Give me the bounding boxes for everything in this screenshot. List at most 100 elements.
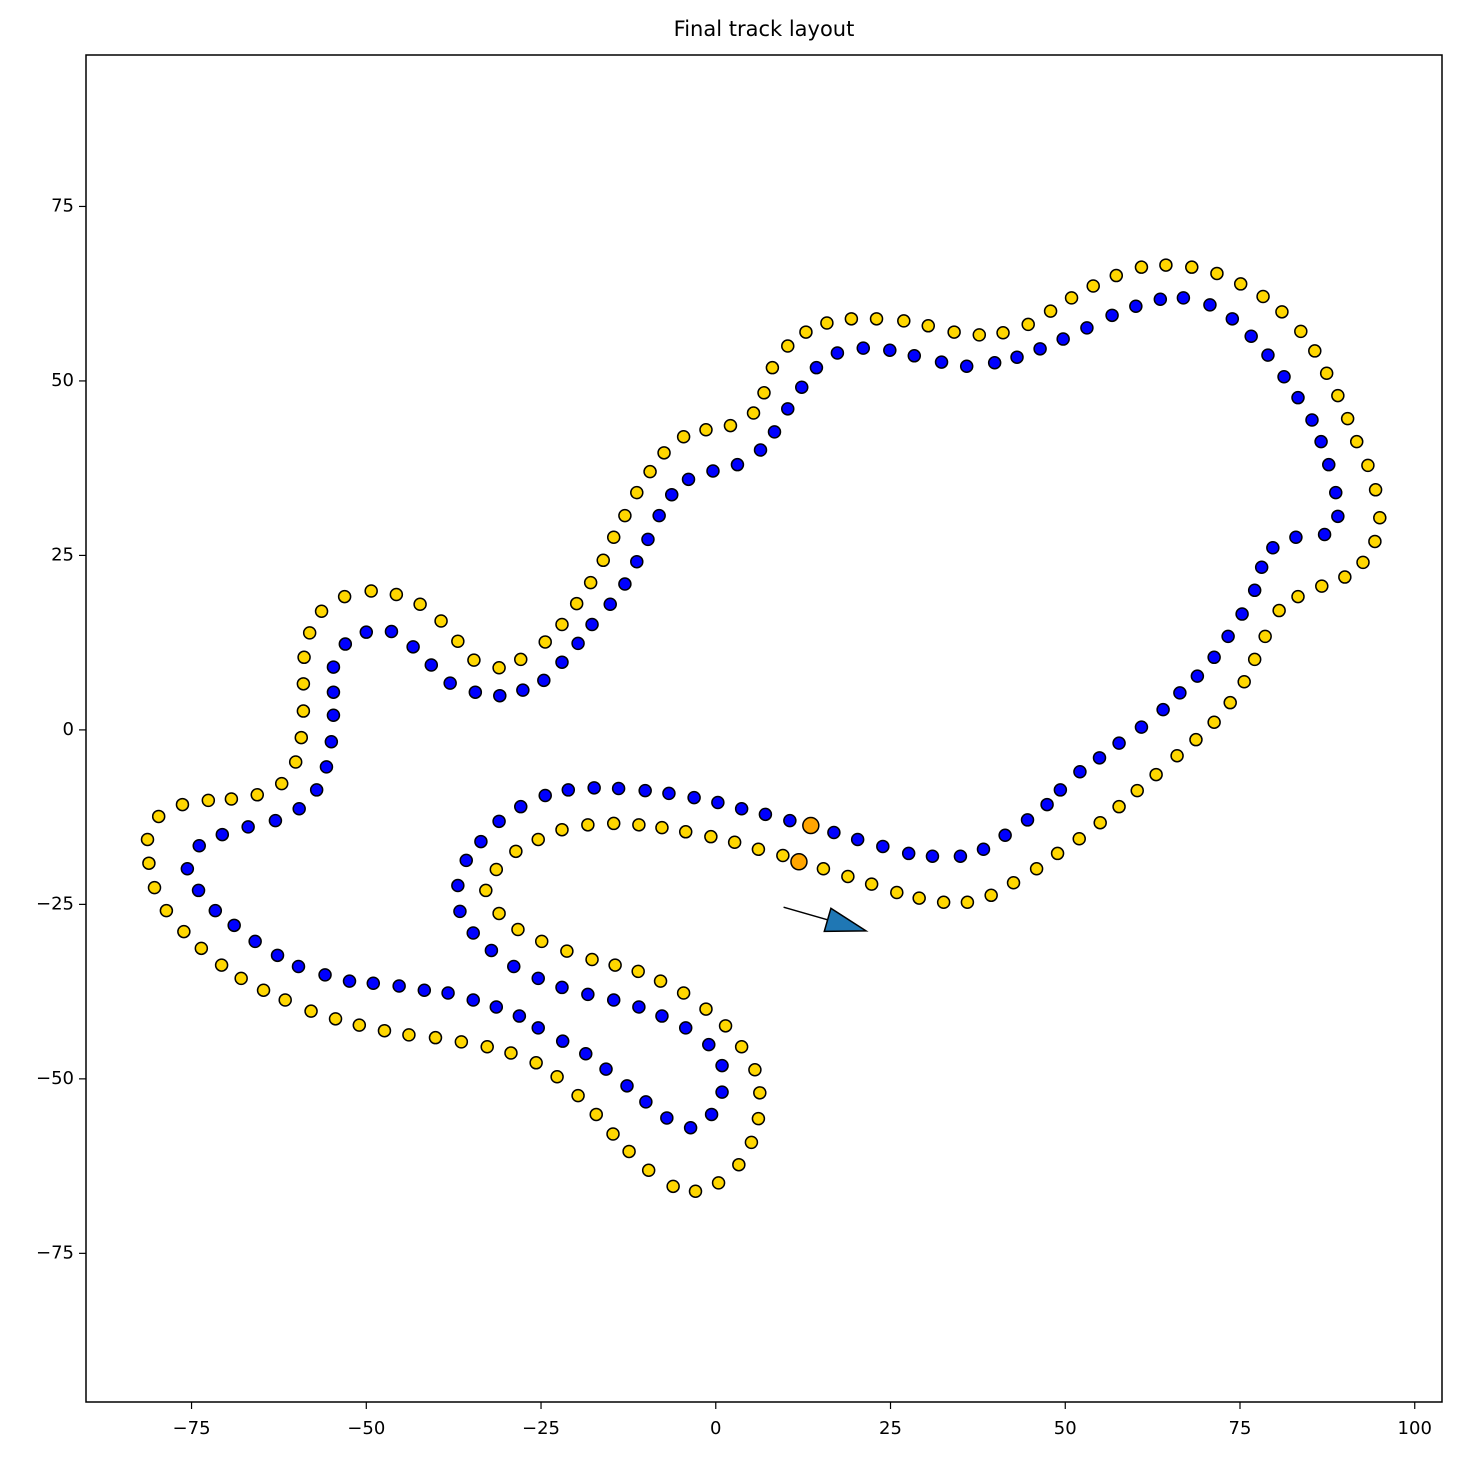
cone (1064, 291, 1079, 305)
cone (1072, 832, 1086, 846)
cone (1006, 875, 1021, 890)
cone (297, 650, 311, 665)
cone (1261, 348, 1275, 362)
cone (702, 1037, 716, 1052)
cone (417, 983, 432, 997)
cone (809, 360, 824, 375)
cone (1149, 767, 1163, 782)
cone (1129, 299, 1143, 314)
cone (1189, 732, 1203, 747)
plot-frame (85, 54, 1443, 1403)
cone (727, 835, 742, 850)
cone (1322, 457, 1336, 472)
cone (392, 979, 406, 993)
cone (1331, 388, 1345, 403)
cone (883, 343, 897, 357)
cone (844, 312, 859, 326)
cone (466, 993, 480, 1007)
cone (1317, 527, 1332, 542)
cone (1207, 715, 1221, 729)
cone (291, 959, 306, 974)
cone (314, 604, 329, 618)
cone (767, 425, 782, 439)
cone (454, 1035, 469, 1049)
cone (1092, 751, 1107, 765)
cone (757, 386, 771, 400)
cone (428, 1030, 443, 1045)
cone (1233, 277, 1248, 291)
cone (783, 813, 797, 828)
cone (507, 959, 521, 974)
cone (302, 626, 317, 640)
cone (1308, 344, 1322, 358)
cone (864, 877, 879, 891)
y-tick-label: 75 (51, 195, 74, 216)
cone (606, 530, 621, 545)
cone (897, 314, 911, 328)
y-tick-label: −50 (36, 1068, 74, 1089)
cone (550, 1070, 564, 1084)
cone (641, 532, 655, 547)
cone (1021, 317, 1035, 332)
cone (328, 1012, 343, 1026)
cone (256, 983, 271, 997)
cone (1291, 589, 1305, 604)
cone (1134, 260, 1149, 274)
cone (1020, 813, 1035, 827)
cone (326, 708, 341, 722)
x-tick-label: −75 (173, 1418, 211, 1439)
cone (790, 853, 808, 871)
cone (781, 402, 795, 416)
cone (630, 485, 644, 500)
cone (352, 1018, 367, 1032)
cone (1080, 321, 1094, 335)
cone (1277, 369, 1291, 384)
cone (1086, 279, 1100, 293)
cone (292, 802, 306, 816)
cone (151, 809, 166, 824)
cone (734, 1040, 749, 1054)
cone (366, 976, 381, 990)
cone (459, 853, 473, 868)
cone (1033, 342, 1047, 356)
cone (850, 832, 865, 847)
cone (147, 880, 162, 895)
cone (248, 934, 262, 949)
cone (1185, 260, 1199, 274)
cone (606, 816, 621, 831)
cone (959, 359, 974, 374)
cone (583, 575, 598, 590)
cone (296, 677, 311, 691)
cone (531, 1021, 545, 1035)
cone (1315, 579, 1329, 593)
cone (516, 683, 530, 697)
cone (856, 341, 871, 355)
cone (758, 807, 773, 822)
cone (936, 895, 951, 910)
cone (632, 1000, 646, 1014)
cone (250, 788, 264, 802)
cone (912, 891, 926, 905)
cone (666, 1179, 680, 1194)
cone (180, 862, 195, 876)
cone (1210, 266, 1224, 281)
cone (296, 704, 311, 718)
cone (175, 797, 190, 812)
cone (466, 926, 480, 940)
cone (664, 487, 679, 502)
cone (655, 820, 669, 835)
y-tick-label: −75 (36, 1242, 74, 1263)
cone (799, 325, 813, 339)
cone (781, 339, 795, 353)
cone (538, 788, 552, 803)
cone (534, 934, 549, 949)
cone (579, 1046, 593, 1061)
cone (1112, 799, 1126, 814)
cone (998, 828, 1012, 843)
cone (585, 617, 599, 632)
cone (1105, 308, 1119, 323)
cone (596, 553, 610, 568)
cone (304, 1004, 318, 1018)
cone (876, 839, 890, 854)
